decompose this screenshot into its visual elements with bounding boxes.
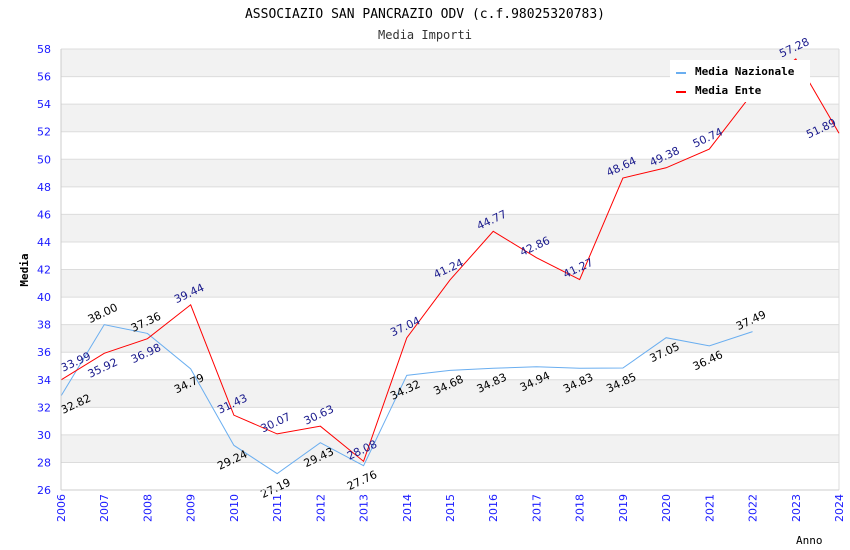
- y-tick-label: 48: [37, 181, 51, 194]
- grid-band: [61, 104, 839, 132]
- x-tick-label: 2011: [271, 494, 284, 522]
- y-tick-label: 58: [37, 43, 51, 56]
- x-tick-label: 2017: [530, 494, 543, 522]
- x-tick-label: 2007: [98, 494, 111, 522]
- x-tick-label: 2016: [487, 494, 500, 522]
- x-tick-label: 2012: [314, 494, 327, 522]
- y-tick-label: 50: [37, 153, 51, 166]
- x-tick-label: 2015: [444, 494, 457, 522]
- x-tick-label: 2014: [401, 494, 414, 522]
- y-axis-label: Media: [18, 253, 31, 286]
- y-tick-label: 28: [37, 456, 51, 469]
- y-tick-label: 30: [37, 429, 51, 442]
- y-tick-label: 36: [37, 346, 51, 359]
- x-tick-label: 2009: [185, 494, 198, 522]
- y-tick-label: 38: [37, 319, 51, 332]
- y-tick-label: 46: [37, 208, 51, 221]
- y-tick-label: 32: [37, 401, 51, 414]
- y-tick-label: 42: [37, 264, 51, 277]
- data-label: 27.76: [345, 468, 379, 493]
- legend-label-ente: Media Ente: [695, 84, 762, 97]
- x-tick-label: 2022: [747, 494, 760, 522]
- y-tick-label: 56: [37, 71, 51, 84]
- legend-label-nazionale: Media Nazionale: [695, 65, 795, 78]
- x-tick-label: 2008: [141, 494, 154, 522]
- x-tick-label: 2021: [703, 494, 716, 522]
- legend: Media Nazionale Media Ente: [670, 60, 810, 102]
- x-tick-label: 2023: [790, 494, 803, 522]
- y-tick-label: 34: [37, 374, 51, 387]
- x-tick-label: 2018: [574, 494, 587, 522]
- grid-band: [61, 379, 839, 408]
- grid-band: [61, 324, 839, 353]
- chart-title: ASSOCIAZIO SAN PANCRAZIO ODV (c.f.980253…: [245, 7, 605, 22]
- data-label: 38.00: [86, 301, 120, 326]
- chart-subtitle: Media Importi: [378, 28, 472, 42]
- x-tick-label: 2013: [358, 494, 371, 522]
- x-axis-label: Anno: [796, 534, 823, 547]
- grid-band: [61, 269, 839, 298]
- series-line-0: [60, 324, 753, 475]
- data-label: 30.07: [259, 410, 293, 435]
- x-tick-label: 2010: [228, 494, 241, 522]
- x-tick-label: 2024: [833, 494, 846, 522]
- x-tick-label: 2019: [617, 494, 630, 522]
- grid-band: [61, 434, 839, 463]
- y-tick-label: 40: [37, 291, 51, 304]
- x-tick-label: 2006: [55, 494, 68, 522]
- grid-band: [61, 214, 839, 242]
- y-tick-label: 44: [37, 236, 51, 249]
- y-tick-label: 26: [37, 484, 51, 497]
- y-tick-label: 54: [37, 98, 51, 111]
- series-line-1: [60, 58, 840, 463]
- grid-band: [61, 159, 839, 187]
- y-tick-label: 52: [37, 126, 51, 139]
- x-tick-label: 2020: [660, 494, 673, 522]
